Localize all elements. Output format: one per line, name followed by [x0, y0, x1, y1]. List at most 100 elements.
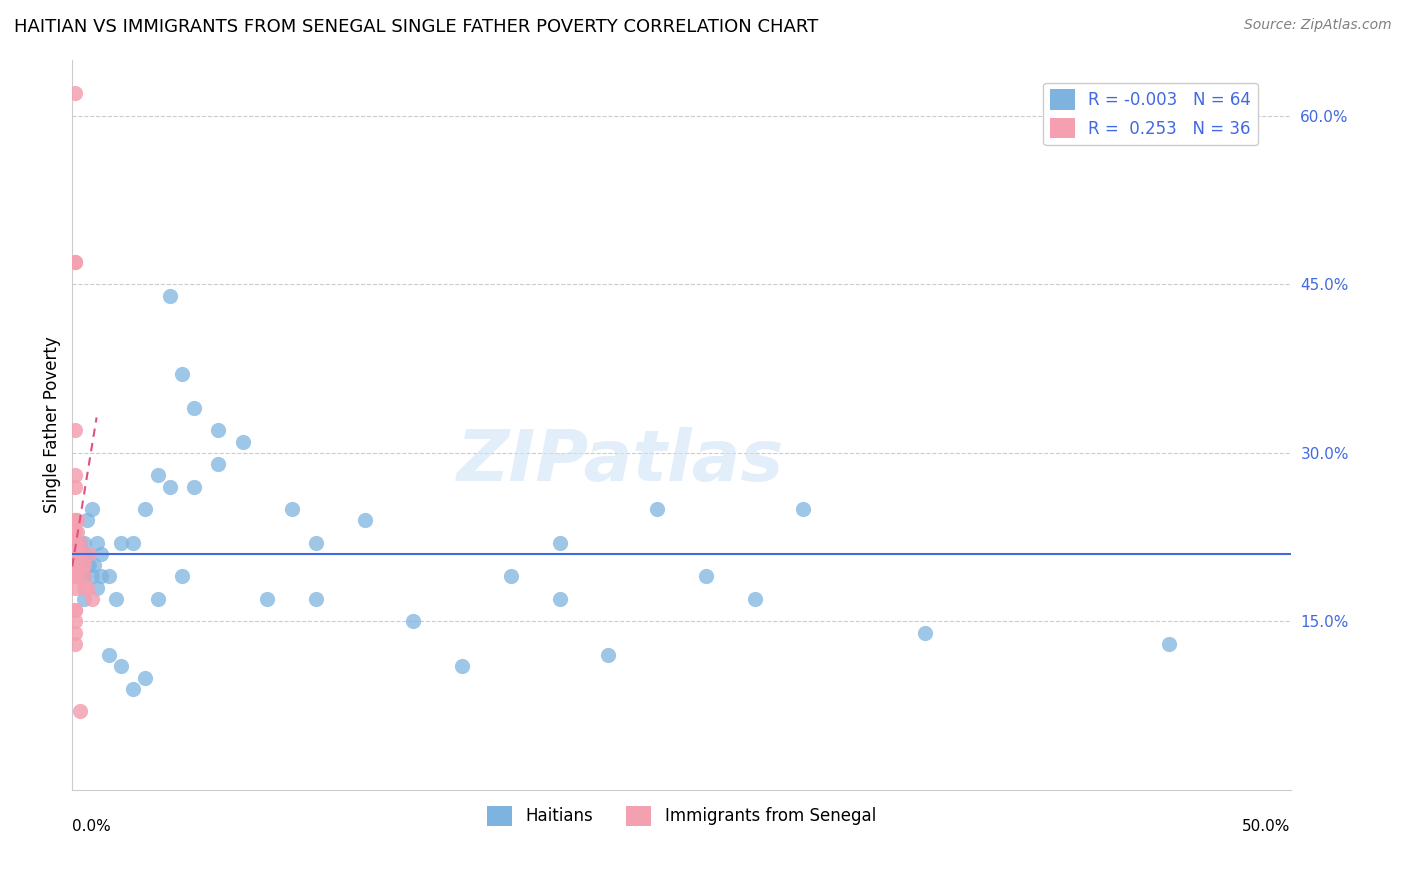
Point — [170, 569, 193, 583]
Point — [63, 547, 86, 561]
Point — [90, 569, 112, 583]
Point — [70, 558, 93, 573]
Point — [256, 591, 278, 606]
Point — [83, 558, 105, 573]
Point — [159, 288, 181, 302]
Point — [548, 591, 571, 606]
Point — [63, 535, 86, 549]
Point — [80, 502, 103, 516]
Point — [63, 87, 86, 101]
Point — [63, 558, 86, 573]
Point — [110, 659, 132, 673]
Point — [63, 423, 86, 437]
Point — [69, 547, 91, 561]
Point — [76, 547, 98, 561]
Point — [66, 569, 89, 583]
Point — [744, 591, 766, 606]
Text: Source: ZipAtlas.com: Source: ZipAtlas.com — [1244, 18, 1392, 32]
Point — [451, 659, 474, 673]
Point — [63, 513, 86, 527]
Point — [105, 591, 128, 606]
Point — [66, 547, 89, 561]
Point — [63, 524, 86, 539]
Point — [63, 255, 86, 269]
Point — [695, 569, 717, 583]
Point — [645, 502, 668, 516]
Point — [70, 547, 93, 561]
Point — [232, 434, 254, 449]
Point — [66, 558, 89, 573]
Point — [146, 468, 169, 483]
Point — [183, 479, 205, 493]
Point — [69, 558, 91, 573]
Point — [548, 535, 571, 549]
Point — [499, 569, 522, 583]
Point — [63, 569, 86, 583]
Point — [73, 581, 96, 595]
Point — [69, 558, 91, 573]
Point — [63, 625, 86, 640]
Point — [86, 581, 108, 595]
Point — [280, 502, 302, 516]
Point — [134, 671, 156, 685]
Point — [80, 591, 103, 606]
Point — [122, 535, 145, 549]
Y-axis label: Single Father Poverty: Single Father Poverty — [44, 336, 60, 513]
Point — [134, 502, 156, 516]
Point — [1157, 637, 1180, 651]
Point — [353, 513, 375, 527]
Point — [86, 535, 108, 549]
Point — [63, 535, 86, 549]
Point — [80, 569, 103, 583]
Point — [63, 581, 86, 595]
Point — [97, 569, 120, 583]
Point — [69, 704, 91, 718]
Point — [79, 558, 101, 573]
Text: HAITIAN VS IMMIGRANTS FROM SENEGAL SINGLE FATHER POVERTY CORRELATION CHART: HAITIAN VS IMMIGRANTS FROM SENEGAL SINGL… — [14, 18, 818, 36]
Point — [207, 457, 229, 471]
Point — [63, 255, 86, 269]
Point — [122, 681, 145, 696]
Point — [183, 401, 205, 415]
Point — [69, 535, 91, 549]
Point — [305, 591, 328, 606]
Point — [76, 513, 98, 527]
Point — [110, 535, 132, 549]
Point — [598, 648, 620, 662]
Point — [63, 535, 86, 549]
Point — [63, 479, 86, 493]
Point — [63, 513, 86, 527]
Point — [63, 547, 86, 561]
Point — [63, 558, 86, 573]
Point — [73, 591, 96, 606]
Point — [97, 648, 120, 662]
Point — [63, 603, 86, 617]
Point — [159, 479, 181, 493]
Point — [170, 368, 193, 382]
Point — [90, 547, 112, 561]
Point — [73, 535, 96, 549]
Point — [70, 558, 93, 573]
Point — [402, 615, 425, 629]
Point — [76, 558, 98, 573]
Point — [792, 502, 814, 516]
Point — [305, 535, 328, 549]
Point — [146, 591, 169, 606]
Text: 50.0%: 50.0% — [1243, 819, 1291, 834]
Point — [63, 603, 86, 617]
Point — [63, 558, 86, 573]
Point — [66, 513, 89, 527]
Point — [70, 547, 93, 561]
Point — [69, 547, 91, 561]
Legend: Haitians, Immigrants from Senegal: Haitians, Immigrants from Senegal — [481, 799, 883, 833]
Point — [73, 569, 96, 583]
Point — [73, 558, 96, 573]
Point — [63, 615, 86, 629]
Point — [63, 637, 86, 651]
Point — [63, 558, 86, 573]
Point — [66, 524, 89, 539]
Point — [63, 468, 86, 483]
Point — [79, 547, 101, 561]
Point — [914, 625, 936, 640]
Point — [76, 581, 98, 595]
